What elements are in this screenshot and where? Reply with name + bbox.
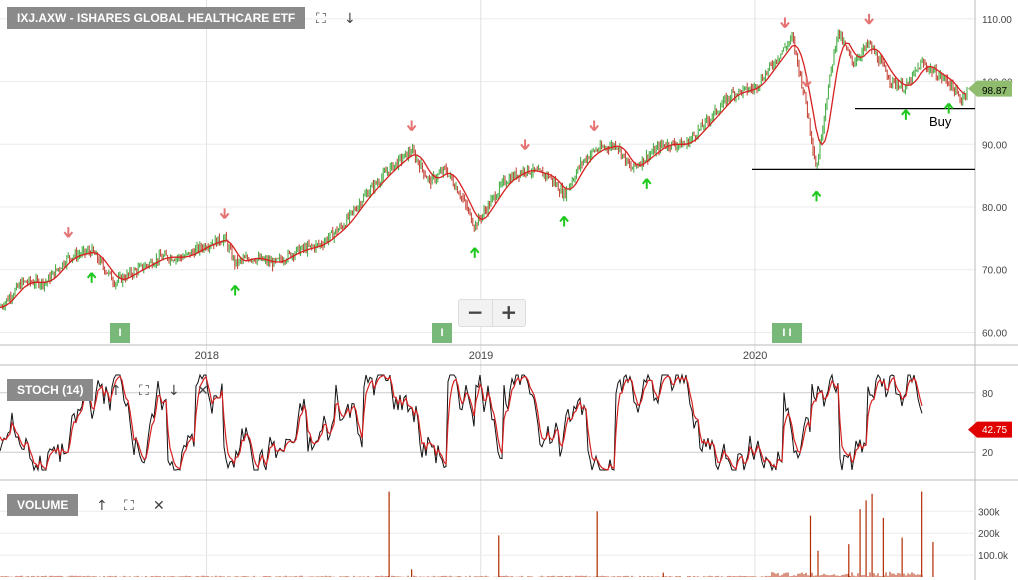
arrow-up-icon[interactable]: ↑	[110, 383, 122, 399]
y-tick-label: 70.00	[982, 266, 1007, 277]
buy-arrow-icon	[86, 272, 97, 283]
price-series	[0, 13, 975, 311]
y-tick-label: 100.0k	[978, 551, 1009, 562]
sell-arrow-icon	[406, 120, 417, 132]
buy-arrow-icon	[230, 284, 240, 296]
y-tick-label: 300k	[978, 507, 1001, 518]
y-tick-label: 200k	[978, 529, 1001, 540]
buy-arrow-icon	[641, 178, 652, 189]
buy-label: Buy	[929, 114, 952, 129]
buy-arrow-icon	[811, 190, 822, 202]
sell-arrow-icon	[589, 120, 599, 132]
volume-title[interactable]: VOLUME	[7, 494, 79, 516]
fullscreen-icon[interactable]: ⛶	[124, 498, 134, 514]
close-icon[interactable]: ✕	[197, 383, 209, 399]
x-tick-label: 2020	[743, 350, 767, 362]
buy-arrow-icon	[943, 102, 954, 114]
y-tick-label: 110.00	[982, 15, 1012, 26]
event-marker[interactable]: I	[110, 323, 130, 343]
sell-arrow-icon	[63, 227, 74, 238]
stoch-title[interactable]: STOCH (14)	[7, 379, 94, 401]
moving-average-line	[0, 42, 967, 309]
y-tick-label: 80	[982, 389, 994, 400]
volume-series	[0, 491, 934, 577]
sell-arrow-icon	[801, 76, 812, 88]
y-tick-label: 20	[982, 448, 994, 459]
x-tick-label: 2019	[469, 350, 493, 362]
sell-arrow-icon	[780, 17, 790, 29]
close-icon[interactable]: ✕	[153, 498, 165, 514]
fullscreen-icon[interactable]: ⛶	[139, 383, 149, 399]
stoch-last-tag	[968, 421, 1012, 438]
x-tick-label: 2018	[195, 350, 219, 362]
y-tick-label: 90.00	[982, 140, 1007, 151]
last-price-label: 98.87	[982, 86, 1008, 97]
fullscreen-icon[interactable]: ⛶	[316, 11, 326, 27]
y-tick-label: 60.00	[982, 328, 1007, 339]
symbol-title[interactable]: IXJ.AXW - ISHARES GLOBAL HEALTHCARE ETF	[7, 7, 306, 29]
sell-arrow-icon	[864, 13, 874, 25]
zoom-controls: − +	[458, 299, 526, 327]
arrow-up-icon[interactable]: ↑	[96, 498, 108, 514]
last-price-tag	[968, 80, 1012, 97]
event-marker[interactable]: I I	[772, 323, 802, 343]
y-tick-label: 80.00	[982, 203, 1007, 214]
stoch-last-label: 42.75	[982, 425, 1008, 436]
arrow-down-icon[interactable]: ↓	[344, 11, 356, 27]
zoom-in-button[interactable]: +	[491, 300, 526, 326]
buy-arrow-icon	[559, 215, 569, 227]
stoch-series	[0, 373, 923, 472]
buy-arrow-icon	[901, 109, 911, 120]
arrow-down-icon[interactable]: ↓	[168, 383, 180, 399]
stoch-d-line	[0, 374, 923, 471]
event-marker[interactable]: I	[432, 323, 452, 343]
sell-arrow-icon	[219, 208, 230, 219]
buy-arrow-icon	[469, 247, 480, 258]
sell-arrow-icon	[520, 139, 530, 150]
zoom-out-button[interactable]: −	[466, 300, 484, 324]
axes: 60.0070.0080.0090.00100.00110.0020182019…	[195, 15, 1013, 562]
